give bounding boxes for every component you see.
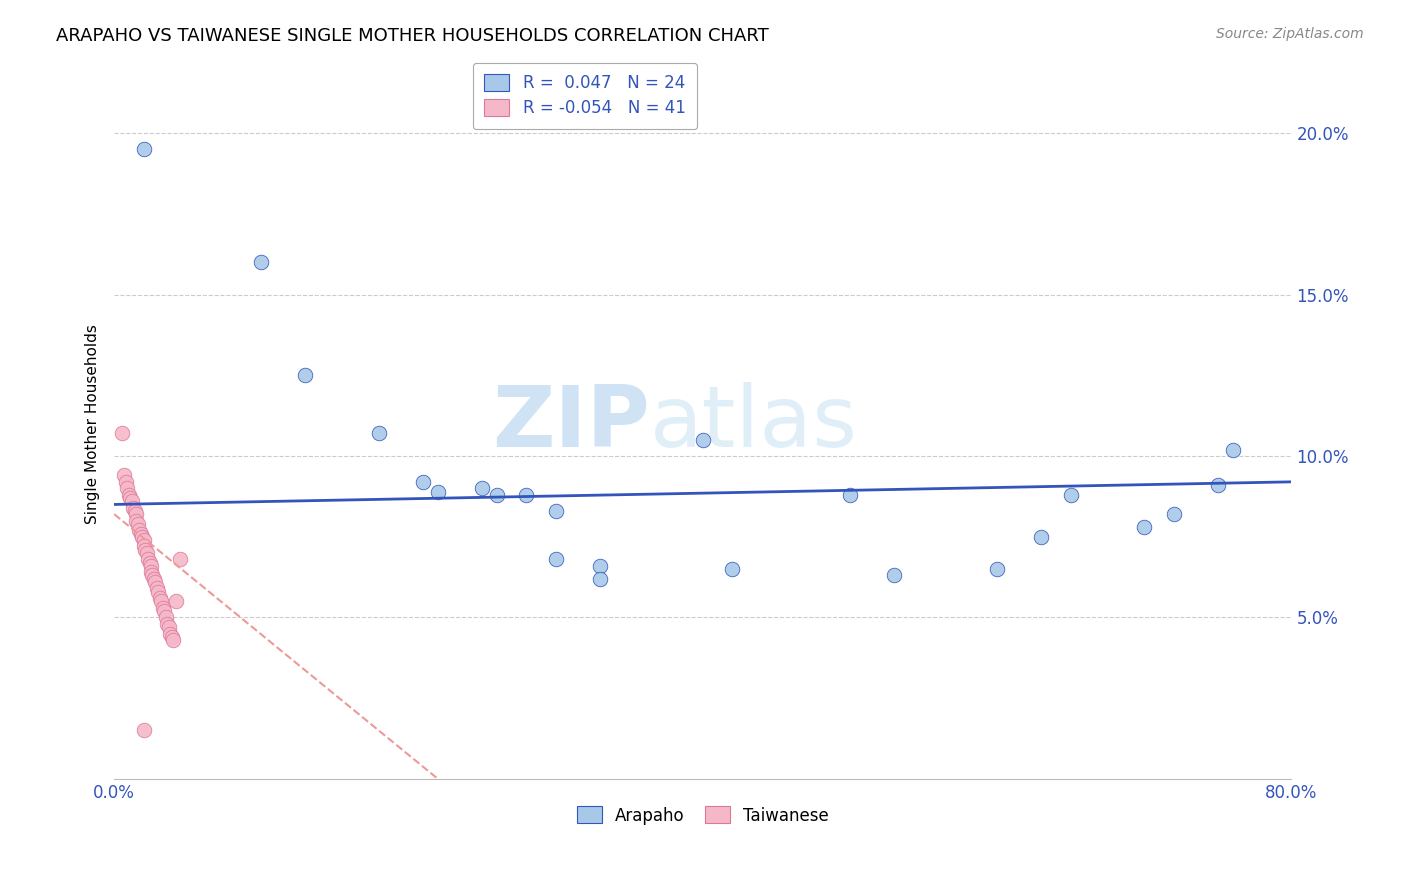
Point (152, 600, 174, 615)
Point (138, 556, 160, 570)
Point (471, 481, 494, 495)
Point (159, 626, 181, 640)
Point (165, 594, 187, 608)
Point (148, 584, 170, 599)
Point (515, 488, 537, 502)
Point (883, 568, 905, 582)
Point (121, 494, 143, 508)
Text: Source: ZipAtlas.com: Source: ZipAtlas.com (1216, 27, 1364, 41)
Point (132, 723, 155, 738)
Point (1222, 442, 1244, 457)
Point (145, 574, 167, 589)
Legend: Arapaho, Taiwanese: Arapaho, Taiwanese (567, 797, 839, 835)
Y-axis label: Single Mother Households: Single Mother Households (86, 324, 100, 524)
Point (544, 504, 567, 518)
Point (153, 604, 176, 618)
Point (125, 507, 148, 521)
Point (169, 552, 191, 566)
Point (127, 516, 149, 531)
Point (150, 594, 173, 608)
Point (118, 488, 141, 502)
Point (155, 610, 177, 624)
Point (131, 530, 153, 544)
Point (986, 562, 1008, 576)
Point (721, 562, 744, 576)
Point (426, 484, 449, 499)
Point (142, 572, 165, 586)
Point (162, 633, 184, 648)
Point (412, 475, 434, 489)
Point (1060, 488, 1083, 502)
Point (692, 433, 714, 447)
Point (139, 558, 162, 573)
Point (1163, 507, 1185, 521)
Point (110, 426, 132, 441)
Point (1206, 478, 1229, 492)
Point (146, 582, 169, 596)
Point (485, 488, 508, 502)
Point (125, 514, 148, 528)
Text: ARAPAHO VS TAIWANESE SINGLE MOTHER HOUSEHOLDS CORRELATION CHART: ARAPAHO VS TAIWANESE SINGLE MOTHER HOUSE… (56, 27, 769, 45)
Point (156, 616, 179, 631)
Point (139, 566, 162, 580)
Point (132, 540, 155, 554)
Point (122, 500, 145, 515)
Point (134, 542, 156, 557)
Point (132, 533, 155, 547)
Point (120, 491, 142, 505)
Point (124, 504, 146, 518)
Point (129, 526, 152, 541)
Text: atlas: atlas (650, 382, 858, 466)
Point (114, 468, 136, 483)
Point (157, 620, 180, 634)
Point (1133, 520, 1156, 534)
Point (132, 142, 155, 156)
Point (589, 572, 612, 586)
Point (250, 255, 273, 269)
Point (294, 368, 316, 383)
Point (136, 552, 159, 566)
Point (135, 546, 157, 560)
Point (368, 426, 391, 441)
Text: ZIP: ZIP (492, 382, 650, 466)
Point (117, 481, 139, 495)
Point (544, 552, 567, 566)
Point (589, 558, 612, 573)
Point (115, 475, 138, 489)
Point (160, 630, 183, 644)
Point (128, 523, 150, 537)
Point (141, 568, 163, 582)
Point (149, 591, 172, 606)
Point (1031, 530, 1053, 544)
Point (839, 488, 862, 502)
